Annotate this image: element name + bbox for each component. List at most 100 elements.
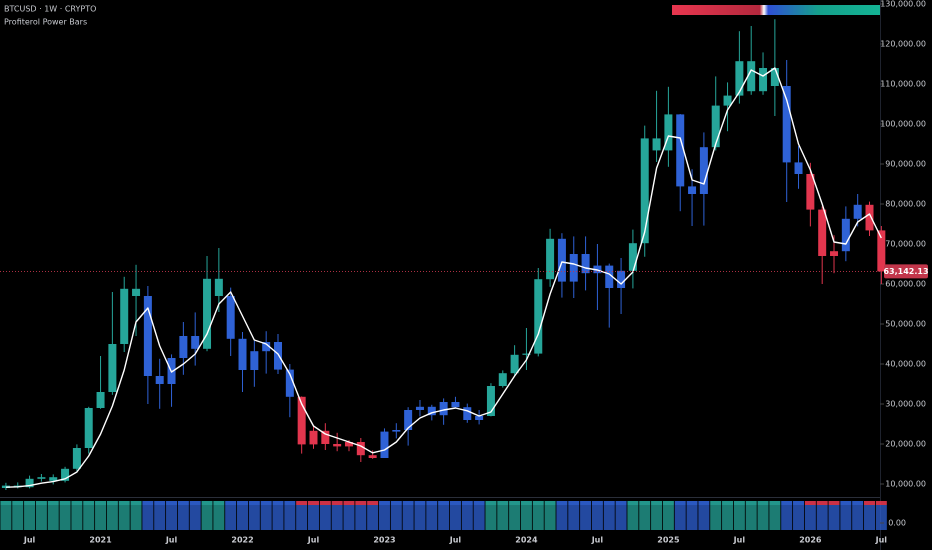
indicator-bar: [177, 505, 189, 530]
indicator-bar: [591, 501, 603, 505]
indicator-bar: [402, 505, 414, 530]
indicator-bar: [272, 501, 284, 505]
indicator-bar: [355, 505, 367, 530]
indicator-bar: [875, 501, 887, 505]
indicator-bar: [627, 505, 639, 530]
indicator-bar: [828, 505, 840, 530]
indicator-bar: [307, 501, 319, 505]
indicator-bar: [580, 505, 592, 530]
indicator-bar: [343, 505, 355, 530]
candle-body: [463, 407, 472, 420]
indicator-title: Profiterol Power Bars: [4, 18, 87, 27]
candle-body: [380, 431, 389, 458]
indicator-bar: [319, 501, 331, 505]
indicator-bar: [639, 501, 651, 505]
indicator-bar: [237, 505, 249, 530]
indicator-bar: [568, 501, 580, 505]
indicator-bar: [520, 505, 532, 530]
candle-body: [770, 68, 779, 86]
indicator-bar: [615, 505, 627, 530]
indicator-bar: [296, 501, 308, 505]
indicator-bar: [603, 501, 615, 505]
indicator-bar: [544, 501, 556, 505]
candle-body: [439, 402, 448, 416]
indicator-bar: [769, 505, 781, 530]
candle-body: [415, 406, 424, 410]
indicator-bar: [662, 505, 674, 530]
indicator-bar: [35, 505, 47, 530]
candle-body: [486, 386, 495, 416]
candle-body: [617, 270, 626, 288]
indicator-bar: [580, 501, 592, 505]
candle-body: [759, 68, 768, 92]
indicator-bar: [272, 505, 284, 530]
indicator-bar: [686, 501, 698, 505]
candle-body: [84, 408, 93, 448]
indicator-bar: [130, 501, 142, 505]
x-tick-label: Jul: [733, 536, 746, 545]
candle-body: [250, 351, 259, 370]
indicator-bar: [852, 501, 864, 505]
candle-body: [191, 336, 200, 349]
indicator-bar: [0, 505, 12, 530]
x-tick-label: Jul: [165, 536, 178, 545]
indicator-bar: [875, 505, 887, 530]
indicator-bar: [237, 501, 249, 505]
indicator-bar: [674, 505, 686, 530]
indicator-bar: [473, 501, 485, 505]
indicator-bar: [343, 501, 355, 505]
candle-body: [865, 204, 874, 231]
y-tick-label: 120,000.00: [880, 40, 926, 49]
indicator-bar: [95, 501, 107, 505]
indicator-bar: [201, 501, 213, 505]
indicator-bar: [722, 501, 734, 505]
heat-bar: [672, 5, 881, 15]
indicator-bar: [154, 505, 166, 530]
indicator-bar: [307, 505, 319, 530]
candle-body: [262, 342, 271, 352]
candle-body: [392, 430, 401, 432]
indicator-bar: [816, 505, 828, 530]
y-tick-label: 110,000.00: [880, 80, 926, 89]
indicator-bar: [106, 505, 118, 530]
indicator-bar: [520, 501, 532, 505]
indicator-bar: [591, 505, 603, 530]
indicator-bar: [733, 505, 745, 530]
indicator-bar: [225, 501, 237, 505]
candle-body: [581, 254, 590, 274]
candle-body: [640, 138, 649, 244]
candle-body: [664, 114, 673, 151]
candle-body: [534, 279, 543, 354]
indicator-bar: [449, 501, 461, 505]
indicator-bar: [367, 505, 379, 530]
indicator-bar: [568, 505, 580, 530]
indicator-bar: [793, 501, 805, 505]
indicator-bar: [189, 501, 201, 505]
indicator-bar: [426, 501, 438, 505]
candle-body: [226, 296, 235, 339]
indicator-bar: [745, 501, 757, 505]
indicator-bar: [615, 501, 627, 505]
candle-body: [841, 218, 850, 252]
y-tick-label: 40,000.00: [885, 360, 926, 369]
candle-body: [155, 376, 164, 384]
indicator-bar: [118, 501, 130, 505]
indicator-bar: [698, 501, 710, 505]
x-tick-label: 2025: [657, 536, 680, 545]
indicator-bar: [556, 501, 568, 505]
candle-body: [818, 209, 827, 256]
indicator-bar: [485, 505, 497, 530]
candle-body: [368, 455, 377, 458]
candle-body: [285, 369, 294, 397]
indicator-bar: [532, 501, 544, 505]
candle-body: [132, 288, 141, 296]
indicator-bar: [828, 501, 840, 505]
indicator-bar: [414, 505, 426, 530]
moving-average: [5, 67, 882, 488]
indicator-bar: [556, 505, 568, 530]
candle-body: [628, 243, 637, 271]
indicator-bar: [166, 501, 178, 505]
candle-body: [108, 344, 117, 392]
indicator-bar: [213, 501, 225, 505]
candle-body: [61, 468, 70, 481]
